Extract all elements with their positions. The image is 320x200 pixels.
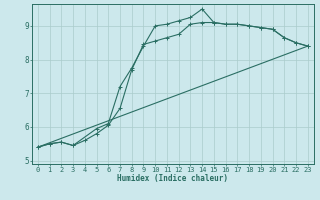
X-axis label: Humidex (Indice chaleur): Humidex (Indice chaleur) — [117, 174, 228, 183]
